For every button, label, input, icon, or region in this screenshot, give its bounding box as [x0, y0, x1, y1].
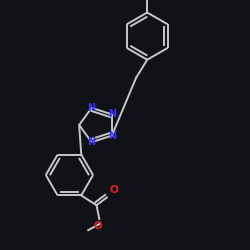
Text: N: N [88, 137, 96, 147]
Text: N: N [108, 110, 116, 120]
Text: O: O [109, 186, 118, 196]
Text: N: N [108, 130, 116, 140]
Text: O: O [94, 221, 102, 231]
Text: N: N [88, 103, 96, 113]
